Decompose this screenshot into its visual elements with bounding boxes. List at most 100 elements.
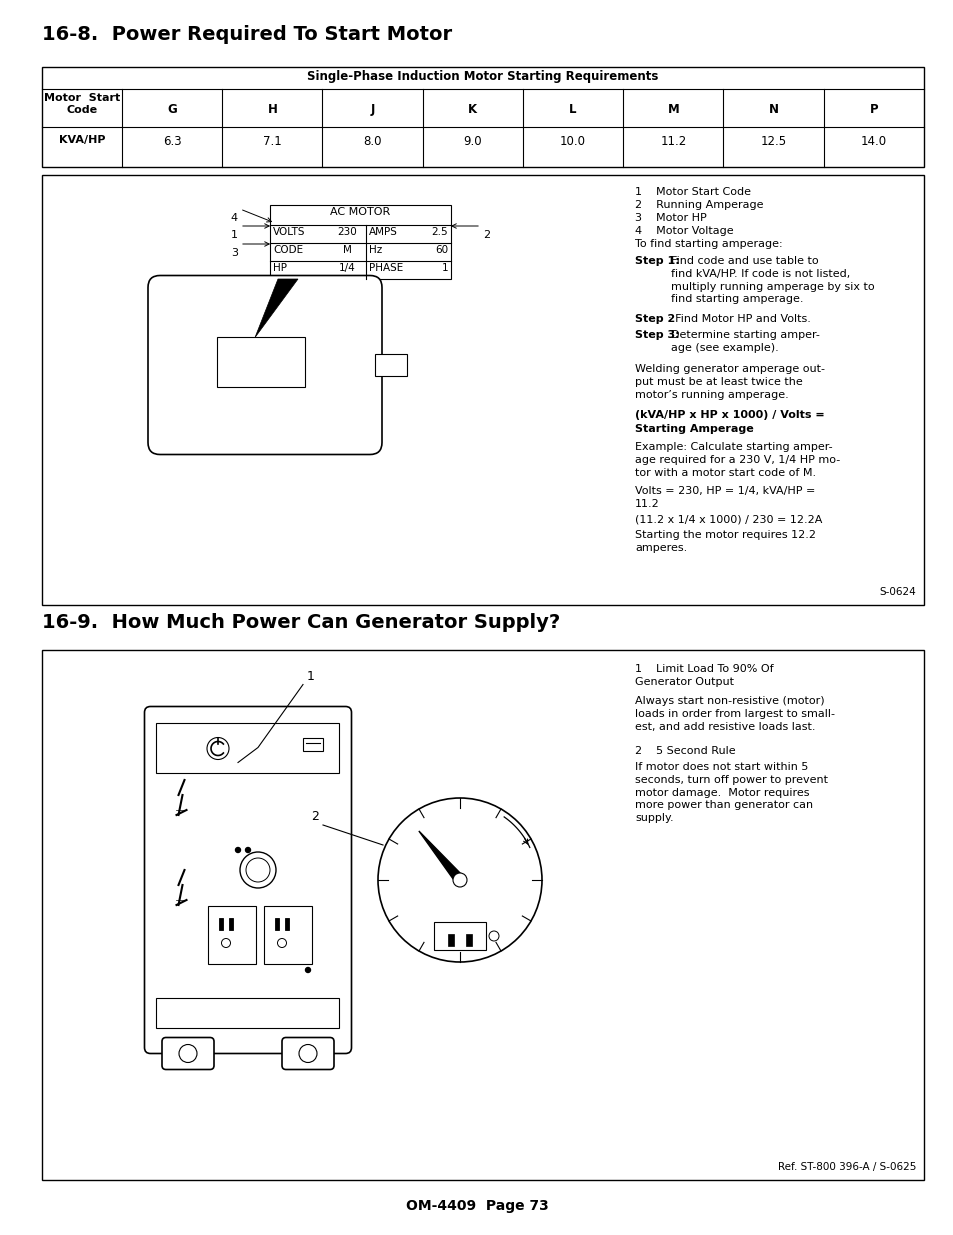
FancyBboxPatch shape [162, 1037, 213, 1070]
Text: 2: 2 [482, 230, 490, 240]
Text: G: G [167, 103, 177, 116]
Text: Hz: Hz [369, 245, 382, 254]
Text: Single-Phase Induction Motor Starting Requirements: Single-Phase Induction Motor Starting Re… [307, 70, 658, 83]
Text: Step 2: Step 2 [635, 314, 675, 324]
Bar [42, 67, 923, 167]
FancyBboxPatch shape [282, 1037, 334, 1070]
Circle shape [207, 737, 229, 760]
Text: Always start non-resistive (motor)
loads in order from largest to small-
est, an: Always start non-resistive (motor) loads… [635, 697, 834, 731]
Circle shape [179, 1045, 196, 1062]
Text: Ref. ST-800 396-A / S-0625: Ref. ST-800 396-A / S-0625 [777, 1162, 915, 1172]
Text: 1    Motor Start Code: 1 Motor Start Code [635, 186, 750, 198]
Text: Starting Amperage: Starting Amperage [635, 424, 753, 433]
Circle shape [453, 873, 467, 887]
Bar [208, 906, 255, 965]
FancyBboxPatch shape [144, 706, 351, 1053]
Text: 1: 1 [441, 263, 448, 273]
Text: Determine starting amper-
age (see example).: Determine starting amper- age (see examp… [670, 330, 819, 353]
Text: Find code and use table to
find kVA/HP. If code is not listed,
multiply running : Find code and use table to find kVA/HP. … [670, 256, 874, 304]
Circle shape [298, 1045, 316, 1062]
Circle shape [489, 931, 498, 941]
FancyBboxPatch shape [148, 275, 381, 454]
Text: 9.0: 9.0 [463, 135, 481, 148]
Text: Starting the motor requires 12.2
amperes.: Starting the motor requires 12.2 amperes… [635, 530, 815, 553]
Text: 2: 2 [311, 810, 318, 823]
Text: M: M [342, 245, 351, 254]
Bar [42, 175, 923, 605]
Text: Motor  Start
Code: Motor Start Code [44, 93, 120, 115]
Bar [216, 337, 305, 387]
Text: 3: 3 [231, 248, 237, 258]
Text: 14.0: 14.0 [860, 135, 886, 148]
Circle shape [245, 847, 251, 852]
Bar [229, 918, 233, 930]
Text: Step 1:: Step 1: [635, 256, 679, 266]
Text: AMPS: AMPS [369, 227, 397, 237]
Text: 2    5 Second Rule: 2 5 Second Rule [635, 746, 735, 756]
Text: L: L [569, 103, 577, 116]
Text: (11.2 x 1/4 x 1000) / 230 = 12.2A: (11.2 x 1/4 x 1000) / 230 = 12.2A [635, 514, 821, 524]
Circle shape [305, 967, 310, 972]
Text: VOLTS: VOLTS [273, 227, 305, 237]
Circle shape [246, 858, 270, 882]
Text: N: N [768, 103, 778, 116]
Text: CODE: CODE [273, 245, 303, 254]
Text: M: M [667, 103, 679, 116]
Text: 12.5: 12.5 [760, 135, 786, 148]
Bar [274, 918, 278, 930]
Text: 3    Motor HP: 3 Motor HP [635, 212, 706, 224]
Bar [465, 934, 472, 946]
Bar [303, 737, 323, 751]
Text: Step 3:: Step 3: [635, 330, 679, 340]
Text: PHASE: PHASE [369, 263, 403, 273]
Bar [156, 998, 339, 1028]
Text: 4: 4 [231, 212, 237, 224]
Text: To find starting amperage:: To find starting amperage: [635, 240, 781, 249]
Circle shape [240, 852, 275, 888]
Text: : Find Motor HP and Volts.: : Find Motor HP and Volts. [667, 314, 810, 324]
Text: AC MOTOR: AC MOTOR [330, 207, 390, 217]
Text: 1/4: 1/4 [338, 263, 355, 273]
Bar [270, 205, 451, 279]
Bar [434, 923, 485, 950]
Text: 2.5: 2.5 [431, 227, 448, 237]
Text: 7.1: 7.1 [263, 135, 281, 148]
Text: K: K [468, 103, 476, 116]
Text: OM-4409  Page 73: OM-4409 Page 73 [405, 1199, 548, 1213]
Text: H: H [267, 103, 277, 116]
Text: 2    Running Amperage: 2 Running Amperage [635, 200, 762, 210]
Text: 4    Motor Voltage: 4 Motor Voltage [635, 226, 733, 236]
Text: 230: 230 [336, 227, 356, 237]
Text: (kVA/HP x HP x 1000) / Volts =: (kVA/HP x HP x 1000) / Volts = [635, 410, 823, 420]
Text: 8.0: 8.0 [363, 135, 381, 148]
Text: 1: 1 [307, 669, 314, 683]
Text: KVA/HP: KVA/HP [59, 135, 105, 144]
Text: 6.3: 6.3 [163, 135, 181, 148]
Text: 10.0: 10.0 [559, 135, 585, 148]
Circle shape [235, 847, 240, 852]
Text: 60: 60 [435, 245, 448, 254]
Bar [156, 722, 339, 773]
Circle shape [221, 939, 231, 947]
Bar [219, 918, 223, 930]
Circle shape [277, 939, 286, 947]
Bar [448, 934, 454, 946]
Text: Volts = 230, HP = 1/4, kVA/HP =
11.2: Volts = 230, HP = 1/4, kVA/HP = 11.2 [635, 487, 815, 509]
Text: Example: Calculate starting amper-
age required for a 230 V, 1/4 HP mo-
tor with: Example: Calculate starting amper- age r… [635, 442, 840, 478]
Text: S-0624: S-0624 [879, 587, 915, 597]
Text: 1: 1 [231, 230, 237, 240]
Circle shape [377, 798, 541, 962]
Polygon shape [254, 279, 297, 337]
Text: If motor does not start within 5
seconds, turn off power to prevent
motor damage: If motor does not start within 5 seconds… [635, 762, 827, 824]
Text: J: J [370, 103, 375, 116]
Polygon shape [418, 831, 463, 883]
Text: Welding generator amperage out-
put must be at least twice the
motor’s running a: Welding generator amperage out- put must… [635, 364, 824, 400]
Bar [285, 918, 289, 930]
Bar [42, 650, 923, 1179]
Text: 16-9.  How Much Power Can Generator Supply?: 16-9. How Much Power Can Generator Suppl… [42, 613, 559, 632]
Text: 11.2: 11.2 [659, 135, 686, 148]
Bar [375, 354, 407, 375]
Text: 1    Limit Load To 90% Of
Generator Output: 1 Limit Load To 90% Of Generator Output [635, 664, 773, 687]
Text: HP: HP [273, 263, 287, 273]
Text: 16-8.  Power Required To Start Motor: 16-8. Power Required To Start Motor [42, 25, 452, 44]
